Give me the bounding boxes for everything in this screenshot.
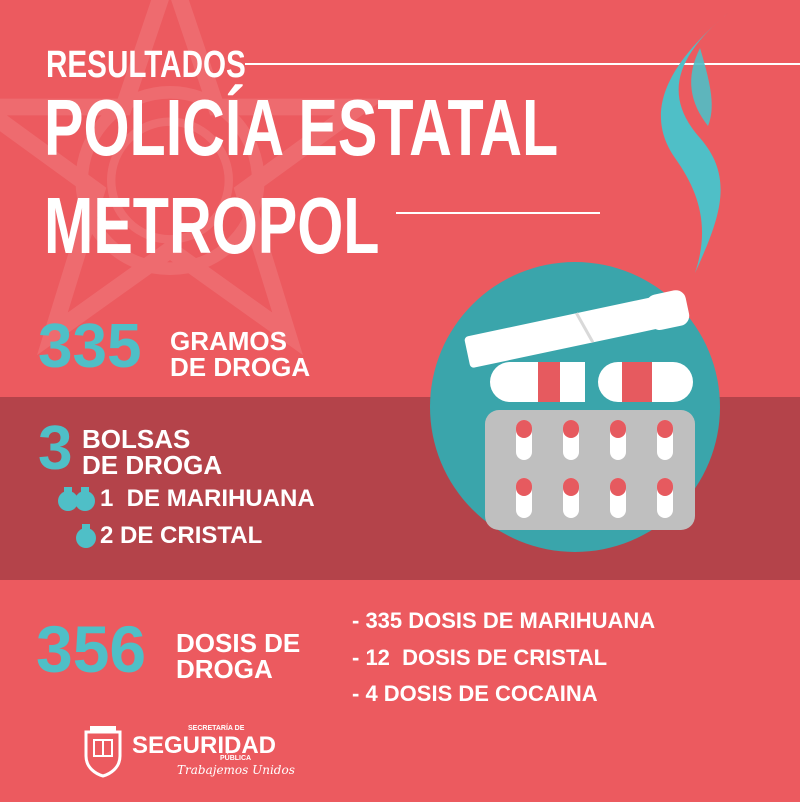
bags-label-line2: DE DROGA [82, 450, 223, 480]
title-line2: METROPOL [44, 181, 380, 270]
secretaria-logo: SECRETARÍA DE SEGURIDAD PÚBLICA Trabajem… [80, 722, 320, 782]
doses-value: 356 [36, 612, 147, 686]
logo-sub-text: PÚBLICA [220, 755, 252, 762]
doses-label-line2: DROGA [176, 654, 273, 684]
dose-breakdown-3: - 4 DOSIS DE COCAINA [352, 681, 598, 706]
bag-icon [76, 524, 96, 548]
grams-label-line2: DE DROGA [170, 352, 311, 382]
drugs-illustration-icon [430, 262, 720, 552]
divider-line [245, 63, 800, 65]
logo-name: SEGURIDAD [132, 732, 277, 759]
bags-label-line1: BOLSAS [82, 424, 191, 454]
bags-value: 3 [38, 414, 73, 483]
dose-breakdown-1: - 335 DOSIS DE MARIHUANA [352, 608, 656, 633]
coat-of-arms-icon [84, 726, 122, 778]
grams-label-line1: GRAMOS [170, 326, 287, 356]
title-line1: POLICÍA ESTATAL [44, 83, 559, 172]
logo-motto: Trabajemos Unidos [177, 763, 295, 777]
bags-item-2: 2 DE CRISTAL [100, 522, 263, 549]
star-badge-watermark-icon [0, 0, 380, 356]
double-bag-icon [58, 487, 95, 511]
bags-item-1: 1 DE MARIHUANA [100, 485, 315, 512]
doses-label-line1: DOSIS DE [176, 628, 301, 658]
smoke-swirl-icon [660, 13, 728, 273]
divider-line [396, 212, 600, 214]
kicker-text: RESULTADOS [46, 44, 246, 86]
grams-value: 335 [38, 312, 142, 381]
dose-breakdown-2: - 12 DOSIS DE CRISTAL [352, 645, 608, 670]
logo-top-text: SECRETARÍA DE [188, 725, 245, 732]
